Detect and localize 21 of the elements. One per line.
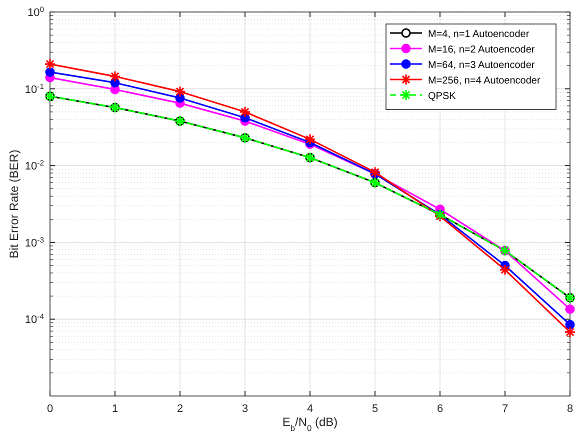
- y-tick-label: 10$^{-1}$: [24, 81, 44, 96]
- legend-label: M=4, n=1 Autoencoder: [428, 29, 530, 40]
- x-tick-label: 7: [502, 403, 508, 415]
- legend-label: QPSK: [428, 91, 456, 102]
- x-axis-title: E$_{b}$/N$_{0}$ (dB): [282, 415, 338, 433]
- x-tick-label: 5: [372, 403, 378, 415]
- x-tick-label: 6: [436, 403, 444, 415]
- x-tick-label: 8: [566, 403, 574, 415]
- x-tick-label: 0: [46, 403, 54, 415]
- x-tick-label: 3: [242, 403, 248, 415]
- legend-label: M=16, n=2 Autoencoder: [428, 44, 536, 56]
- y-axis-title: Bit Error Rate (BER): [7, 150, 21, 258]
- legend-label: M=256, n=4 Autoencoder: [428, 76, 541, 86]
- x-tick-label: 4: [306, 403, 314, 415]
- x-tick-label: 2: [176, 403, 184, 415]
- y-tick-label: 10$^{-4}$: [24, 312, 45, 326]
- legend-label: M=64, n=3 Autoencoder: [428, 60, 536, 71]
- y-tick-label: 10$^{0}$: [27, 4, 44, 19]
- x-tick-label: 1: [112, 403, 118, 415]
- y-tick-label: 10$^{-2}$: [24, 158, 44, 173]
- y-tick-label: 10$^{-3}$: [24, 234, 44, 250]
